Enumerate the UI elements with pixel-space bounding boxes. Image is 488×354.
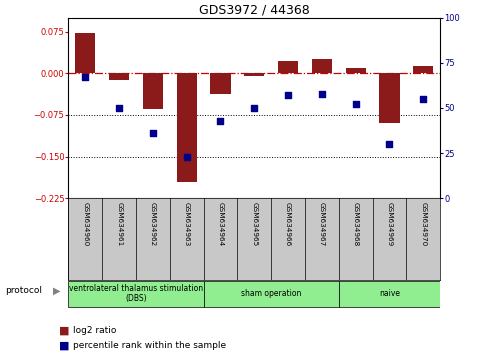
Text: naive: naive xyxy=(378,289,399,298)
Text: GSM634968: GSM634968 xyxy=(352,202,358,246)
Text: ■: ■ xyxy=(59,326,69,336)
Text: GSM634964: GSM634964 xyxy=(217,202,223,246)
Text: log2 ratio: log2 ratio xyxy=(73,326,117,336)
Text: GSM634962: GSM634962 xyxy=(150,202,156,246)
Text: GSM634970: GSM634970 xyxy=(419,202,426,246)
Text: ■: ■ xyxy=(59,340,69,350)
Bar xyxy=(68,281,203,307)
Bar xyxy=(244,73,264,76)
Bar xyxy=(379,73,399,123)
Point xyxy=(149,130,157,136)
Bar xyxy=(338,281,439,307)
Text: sham operation: sham operation xyxy=(241,289,301,298)
Text: ▶: ▶ xyxy=(52,285,60,295)
Bar xyxy=(142,73,163,109)
Bar xyxy=(203,281,338,307)
Point xyxy=(250,105,258,111)
Text: GSM634965: GSM634965 xyxy=(251,202,257,246)
Text: GSM634960: GSM634960 xyxy=(82,202,88,246)
Text: GSM634966: GSM634966 xyxy=(285,202,290,246)
Bar xyxy=(75,33,95,73)
Text: ventrolateral thalamus stimulation
(DBS): ventrolateral thalamus stimulation (DBS) xyxy=(69,284,203,303)
Bar xyxy=(311,59,331,73)
Point xyxy=(385,141,392,147)
Text: GSM634963: GSM634963 xyxy=(183,202,189,246)
Point xyxy=(216,118,224,124)
Text: GSM634969: GSM634969 xyxy=(386,202,391,246)
Bar xyxy=(277,61,298,73)
Point xyxy=(81,74,89,80)
Bar xyxy=(176,73,197,182)
Bar xyxy=(345,68,365,73)
Point xyxy=(351,102,359,107)
Point xyxy=(284,92,291,98)
Point xyxy=(418,96,426,102)
Text: protocol: protocol xyxy=(5,286,42,295)
Point xyxy=(317,91,325,96)
Title: GDS3972 / 44368: GDS3972 / 44368 xyxy=(199,4,309,17)
Bar xyxy=(109,73,129,80)
Bar xyxy=(210,73,230,95)
Text: percentile rank within the sample: percentile rank within the sample xyxy=(73,341,226,350)
Text: GSM634967: GSM634967 xyxy=(318,202,324,246)
Point xyxy=(183,154,190,160)
Bar xyxy=(412,66,432,73)
Text: GSM634961: GSM634961 xyxy=(116,202,122,246)
Point xyxy=(115,105,123,111)
